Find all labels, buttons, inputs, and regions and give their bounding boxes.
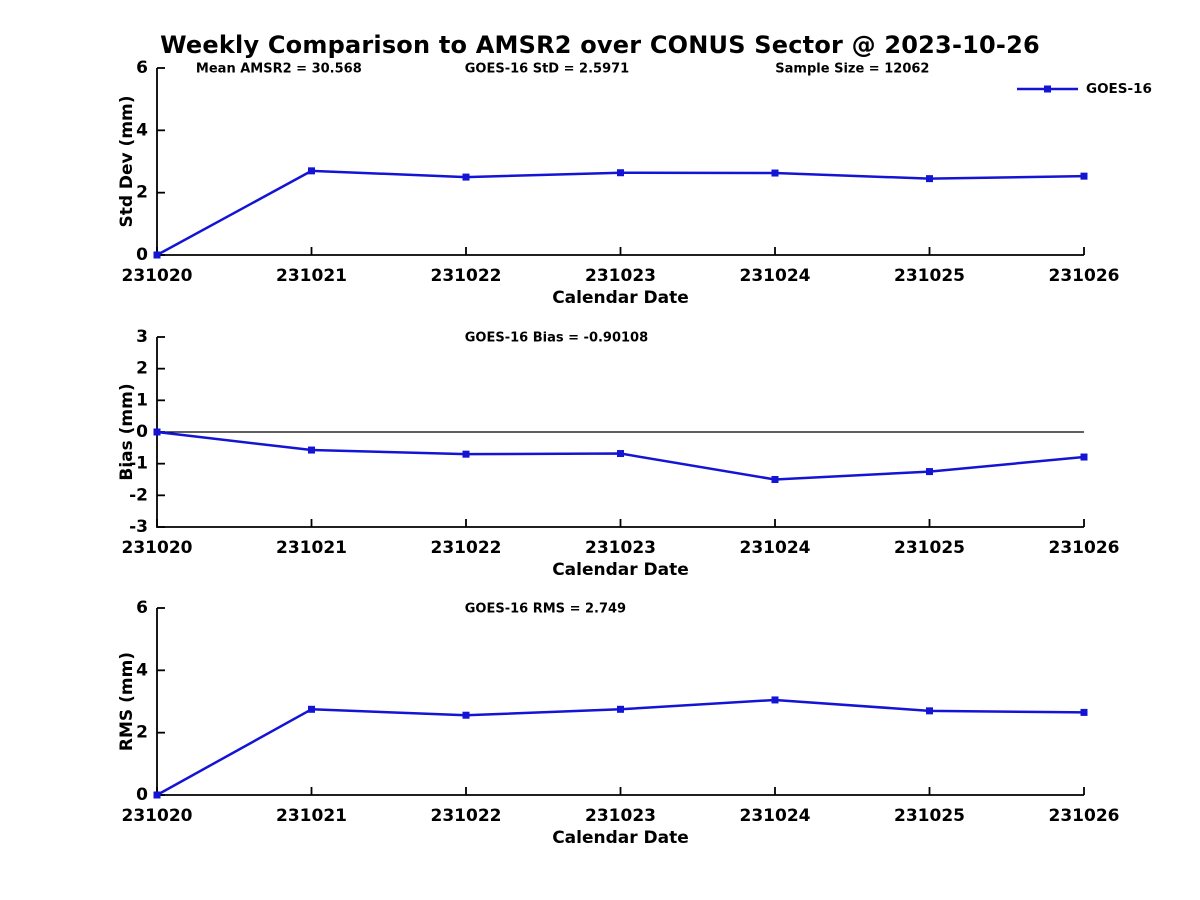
y-tick-label: 0 <box>136 245 148 265</box>
x-tick-label: 231023 <box>585 806 656 826</box>
data-point-marker <box>771 169 779 177</box>
y-tick-label: -2 <box>129 485 148 505</box>
x-axis-label: Calendar Date <box>552 288 689 308</box>
data-point-marker <box>462 450 470 458</box>
x-tick-label: 231025 <box>894 266 965 286</box>
x-tick-label: 231022 <box>431 806 502 826</box>
y-axis-label: RMS (mm) <box>117 652 137 751</box>
y-tick-label: -1 <box>129 454 148 474</box>
data-point-marker <box>926 175 933 183</box>
data-point-marker <box>1080 708 1088 716</box>
x-tick-label: 231021 <box>276 266 347 286</box>
x-tick-label: 231020 <box>122 806 193 826</box>
y-tick-label: 3 <box>136 327 148 347</box>
y-tick-label: 2 <box>136 359 148 379</box>
x-tick-label: 231025 <box>894 538 965 558</box>
x-tick-label: 231022 <box>431 538 502 558</box>
x-axis-label: Calendar Date <box>552 560 689 580</box>
y-tick-label: 0 <box>136 785 148 805</box>
x-tick-label: 231026 <box>1049 806 1120 826</box>
series-line-goes-16 <box>156 698 1085 797</box>
annotation-std-dev: Mean AMSR2 = 30.568 <box>196 62 362 77</box>
x-tick-label: 231024 <box>740 266 811 286</box>
data-point-marker <box>771 696 779 704</box>
data-point-marker <box>617 705 624 713</box>
x-tick-label: 231022 <box>431 266 502 286</box>
data-point-marker <box>926 707 933 715</box>
data-point-marker <box>153 251 161 259</box>
chart-title: Weekly Comparison to AMSR2 over CONUS Se… <box>160 31 1040 59</box>
legend-label: GOES-16 <box>1086 81 1152 97</box>
data-point-marker <box>153 791 161 799</box>
y-tick-label: 4 <box>136 120 148 140</box>
data-point-marker <box>617 169 624 177</box>
y-tick-label: 6 <box>136 598 148 618</box>
legend-marker <box>1044 85 1051 93</box>
data-point-marker <box>308 167 315 175</box>
x-tick-label: 231025 <box>894 806 965 826</box>
y-tick-label: 4 <box>136 660 148 680</box>
x-tick-label: 231024 <box>740 806 811 826</box>
annotation-bias: GOES-16 Bias = -0.90108 <box>465 331 648 346</box>
data-point-marker <box>308 705 315 713</box>
axis-std-dev <box>156 68 1084 256</box>
x-tick-label: 231026 <box>1049 266 1120 286</box>
x-tick-label: 231024 <box>740 538 811 558</box>
data-point-marker <box>462 711 470 719</box>
x-tick-label: 231023 <box>585 538 656 558</box>
y-tick-label: 2 <box>136 723 148 743</box>
y-tick-label: 2 <box>136 183 148 203</box>
data-point-marker <box>926 468 933 476</box>
annotation-std-dev: GOES-16 StD = 2.5971 <box>465 62 629 77</box>
data-point-marker <box>462 173 470 181</box>
y-tick-label: 6 <box>136 58 148 78</box>
y-tick-label: 0 <box>136 422 148 442</box>
x-tick-label: 231020 <box>122 538 193 558</box>
data-point-marker <box>617 450 624 458</box>
data-point-marker <box>1080 172 1088 180</box>
y-axis-label: Std Dev (mm) <box>117 95 137 227</box>
y-axis-label: Bias (mm) <box>117 383 137 480</box>
data-point-marker <box>771 476 779 483</box>
x-tick-label: 231021 <box>276 806 347 826</box>
annotation-std-dev: Sample Size = 12062 <box>775 62 929 77</box>
y-tick-label: -3 <box>129 517 148 537</box>
series-line-goes-16 <box>156 169 1085 257</box>
x-tick-label: 231026 <box>1049 538 1120 558</box>
data-point-marker <box>308 446 315 454</box>
x-tick-label: 231020 <box>122 266 193 286</box>
y-tick-label: 1 <box>136 390 148 410</box>
x-tick-label: 231021 <box>276 538 347 558</box>
x-tick-label: 231023 <box>585 266 656 286</box>
axis-rms <box>156 608 1084 796</box>
x-axis-label: Calendar Date <box>552 828 689 848</box>
data-point-marker <box>153 428 161 436</box>
data-point-marker <box>1080 453 1088 461</box>
annotation-rms: GOES-16 RMS = 2.749 <box>465 602 626 617</box>
